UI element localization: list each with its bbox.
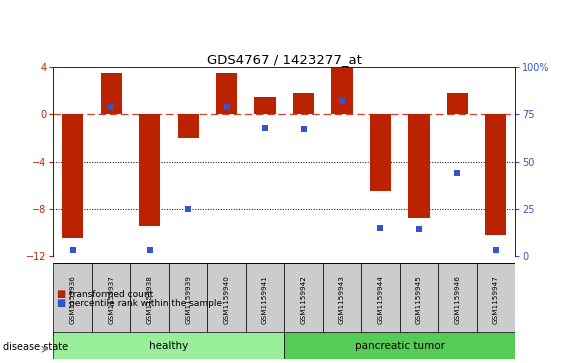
- Bar: [62, 114, 83, 238]
- Bar: [207, 263, 246, 336]
- Bar: [477, 263, 515, 336]
- Text: pancreatic tumor: pancreatic tumor: [355, 341, 445, 351]
- Bar: [332, 68, 352, 114]
- Text: GSM1159939: GSM1159939: [185, 275, 191, 324]
- Text: GSM1159947: GSM1159947: [493, 275, 499, 324]
- Text: GSM1159937: GSM1159937: [108, 275, 114, 324]
- Text: GSM1159940: GSM1159940: [224, 275, 230, 324]
- Bar: [447, 93, 468, 114]
- Text: GSM1159936: GSM1159936: [70, 275, 75, 324]
- Bar: [246, 263, 284, 336]
- Bar: [139, 114, 160, 227]
- Text: GSM1159946: GSM1159946: [454, 275, 461, 324]
- Bar: [284, 263, 323, 336]
- Bar: [254, 97, 276, 114]
- Bar: [293, 93, 314, 114]
- Bar: [485, 114, 507, 234]
- Text: GSM1159941: GSM1159941: [262, 275, 268, 324]
- Bar: [323, 263, 361, 336]
- Bar: [177, 114, 199, 138]
- Text: healthy: healthy: [149, 341, 189, 351]
- Bar: [400, 263, 438, 336]
- Bar: [361, 263, 400, 336]
- Text: GSM1159944: GSM1159944: [378, 275, 383, 324]
- Text: ■: ■: [56, 289, 65, 299]
- Bar: [53, 263, 92, 336]
- Text: GSM1159945: GSM1159945: [416, 275, 422, 324]
- Text: percentile rank within the sample: percentile rank within the sample: [69, 299, 222, 307]
- Text: disease state: disease state: [3, 342, 68, 352]
- Bar: [284, 332, 515, 359]
- Text: GSM1159942: GSM1159942: [301, 275, 306, 324]
- Bar: [169, 263, 207, 336]
- Bar: [216, 73, 237, 114]
- Bar: [92, 263, 131, 336]
- Title: GDS4767 / 1423277_at: GDS4767 / 1423277_at: [207, 53, 362, 66]
- Bar: [131, 263, 169, 336]
- Bar: [101, 73, 122, 114]
- Bar: [438, 263, 477, 336]
- Text: transformed count: transformed count: [69, 290, 154, 298]
- Text: ■: ■: [56, 298, 65, 308]
- Text: GSM1159943: GSM1159943: [339, 275, 345, 324]
- Bar: [370, 114, 391, 191]
- Text: GSM1159938: GSM1159938: [147, 275, 153, 324]
- Bar: [53, 332, 284, 359]
- Bar: [408, 114, 430, 218]
